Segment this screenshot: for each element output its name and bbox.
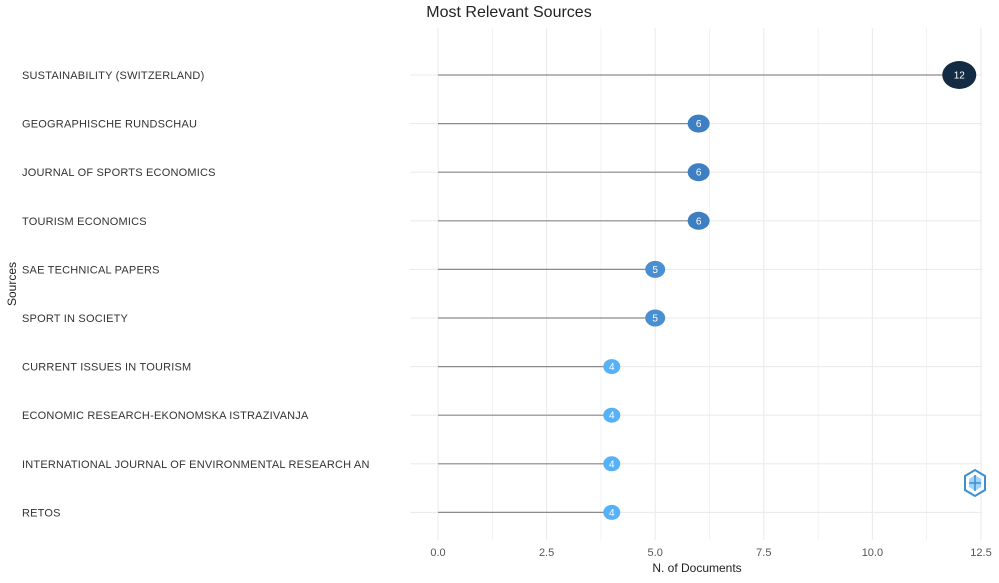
- value-label: 6: [696, 168, 702, 179]
- category-label: SAE TECHNICAL PAPERS: [22, 264, 160, 276]
- category-label: ECONOMIC RESEARCH-EKONOMSKA ISTRAZIVANJA: [22, 410, 309, 422]
- lollipop-dot: [603, 456, 621, 472]
- chart-title: Most Relevant Sources: [426, 4, 591, 21]
- value-label: 4: [609, 508, 615, 519]
- lollipop-dot: [645, 260, 666, 278]
- category-label: SUSTAINABILITY (SWITZERLAND): [22, 70, 204, 82]
- x-axis-title: N. of Documents: [652, 561, 741, 575]
- lollipop-dot: [645, 309, 666, 327]
- lollipop-dot: [687, 114, 710, 133]
- y-axis-title: Sources: [5, 262, 19, 306]
- lollipop-dot: [603, 407, 621, 423]
- x-tick-label: 5.0: [648, 547, 663, 559]
- lollipop-dot: [603, 359, 621, 375]
- category-label: JOURNAL OF SPORTS ECONOMICS: [22, 167, 216, 179]
- value-label: 12: [954, 71, 966, 82]
- category-label: RETOS: [22, 507, 61, 519]
- stems: [438, 74, 960, 514]
- lollipop-dot: [603, 504, 621, 520]
- value-label: 6: [696, 216, 702, 227]
- value-label: 4: [609, 459, 615, 470]
- lollipop-dot: [687, 211, 710, 230]
- labels: 0.0 2.5 5.0 7.5 10.0 12.5 SUSTAINABILITY (SWIT…: [22, 70, 992, 559]
- value-label: 6: [696, 119, 702, 130]
- category-label: INTERNATIONAL JOURNAL OF ENVIRONMENTAL R…: [22, 459, 370, 471]
- lollipop-dot: [687, 163, 710, 182]
- lollipop-dot: [942, 61, 977, 89]
- dots: [603, 61, 977, 520]
- x-tick-label: 7.5: [756, 547, 771, 559]
- category-label: TOURISM ECONOMICS: [22, 216, 147, 228]
- category-label: GEOGRAPHISCHE RUNDSCHAU: [22, 119, 197, 131]
- value-label: 4: [609, 411, 615, 422]
- x-tick-label: 12.5: [970, 547, 991, 559]
- category-label: SPORT IN SOCIETY: [22, 313, 129, 325]
- value-label: 5: [652, 314, 658, 325]
- x-tick-label: 0.0: [430, 547, 445, 559]
- bibliometrix-logo-icon: [964, 468, 986, 498]
- category-label: CURRENT ISSUES IN TOURISM: [22, 362, 191, 374]
- value-label: 5: [652, 265, 658, 276]
- x-tick-label: 2.5: [539, 547, 554, 559]
- x-tick-label: 10.0: [862, 547, 883, 559]
- value-label: 4: [609, 362, 615, 373]
